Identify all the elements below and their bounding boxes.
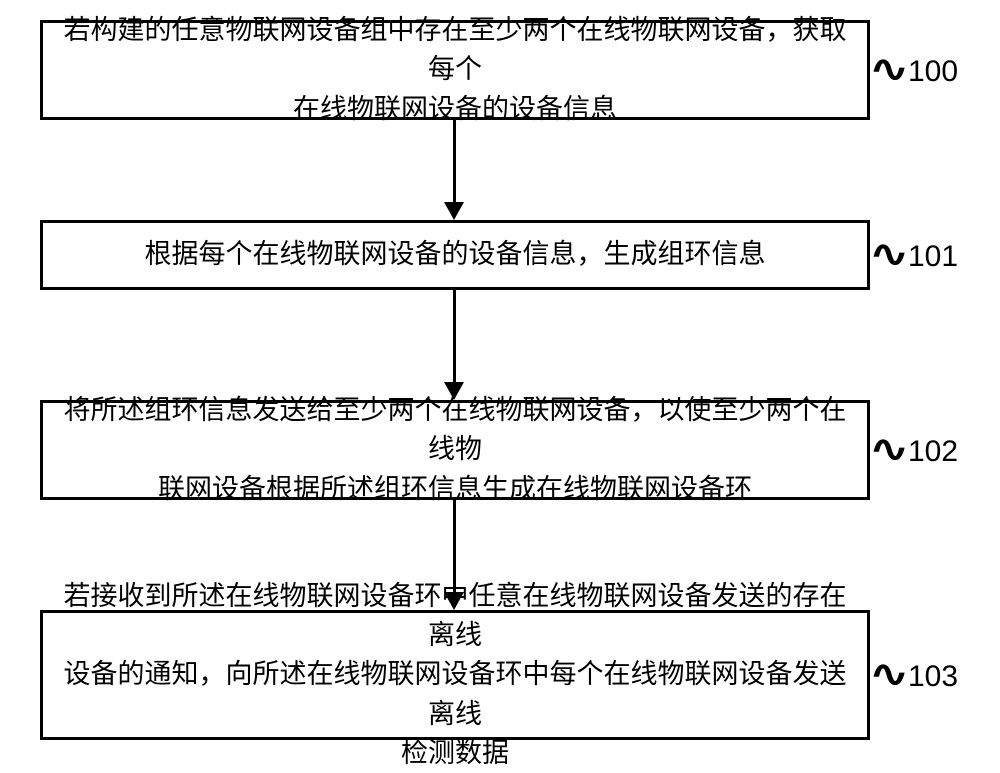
flow-node-100: 若构建的任意物联网设备组中存在至少两个在线物联网设备，获取每个 在线物联网设备的… [40, 20, 870, 120]
node-text: 根据每个在线物联网设备的设备信息，生成组环信息 [145, 235, 766, 274]
flow-node-102: 将所述组环信息发送给至少两个在线物联网设备，以使至少两个在线物 联网设备根据所述… [40, 400, 870, 500]
step-label-102: 102 [908, 435, 958, 469]
step-label-101: 101 [908, 240, 958, 274]
node-text: 将所述组环信息发送给至少两个在线物联网设备，以使至少两个在线物 联网设备根据所述… [63, 391, 847, 508]
tilde-connector: ∿ [869, 48, 908, 90]
arrow-line [453, 120, 456, 202]
flowchart-container: 若构建的任意物联网设备组中存在至少两个在线物联网设备，获取每个 在线物联网设备的… [0, 0, 1000, 759]
tilde-connector: ∿ [869, 233, 908, 275]
flow-node-103: 若接收到所述在线物联网设备环中任意在线物联网设备发送的存在离线 设备的通知，向所… [40, 610, 870, 740]
tilde-connector: ∿ [869, 653, 908, 695]
flow-node-101: 根据每个在线物联网设备的设备信息，生成组环信息 [40, 220, 870, 290]
arrow-line [453, 290, 456, 382]
node-text: 若构建的任意物联网设备组中存在至少两个在线物联网设备，获取每个 在线物联网设备的… [63, 11, 847, 128]
arrow-head [444, 202, 464, 220]
node-text: 若接收到所述在线物联网设备环中任意在线物联网设备发送的存在离线 设备的通知，向所… [63, 577, 847, 773]
step-label-103: 103 [908, 660, 958, 694]
tilde-connector: ∿ [869, 428, 908, 470]
step-label-100: 100 [908, 55, 958, 89]
